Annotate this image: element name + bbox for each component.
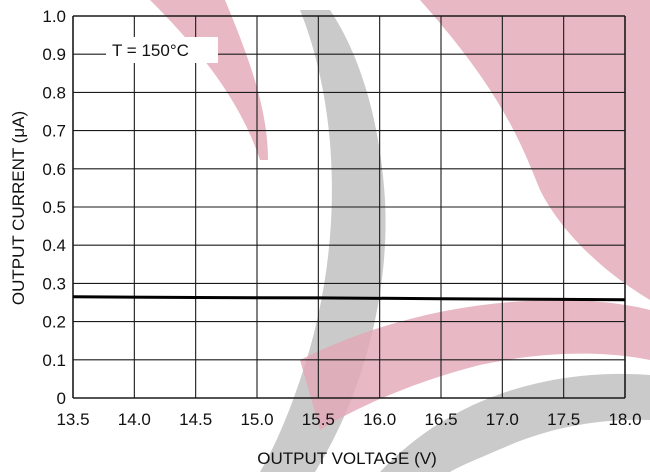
y-tick-label: 0.2 [42,313,66,332]
y-tick-label: 0.9 [42,45,66,64]
y-tick-label: 1.0 [42,7,66,26]
watermark-red-stroke-bottom [300,300,650,430]
x-tick-label: 14.5 [179,410,212,429]
y-tick-label: 0.3 [42,274,66,293]
y-tick-labels: 0 0.1 0.2 0.3 0.4 0.5 0.6 0.7 0.8 0.9 1.0 [42,7,66,408]
x-tick-label: 17.5 [547,410,580,429]
y-tick-label: 0.5 [42,198,66,217]
y-axis-title: OUTPUT CURRENT (μA) [9,111,28,305]
x-tick-label: 13.5 [56,410,89,429]
x-tick-labels: 13.5 14.0 14.5 15.0 15.5 16.0 16.5 17.0 17.5 18.0 [56,410,641,429]
y-tick-label: 0.6 [42,160,66,179]
watermark-red-stroke-right [420,0,650,300]
annotation-background [106,37,218,63]
x-tick-label: 16.5 [424,410,457,429]
x-tick-label: 17.0 [486,410,519,429]
x-tick-label: 14.0 [118,410,151,429]
y-tick-label: 0.7 [42,122,66,141]
x-tick-label: 16.0 [363,410,396,429]
x-tick-label: 18.0 [608,410,641,429]
watermark-logo [150,0,650,472]
y-tick-label: 0 [57,389,66,408]
y-tick-label: 0.8 [42,83,66,102]
series-line [72,295,626,302]
x-axis-title: OUTPUT VOLTAGE (V) [257,449,436,468]
x-tick-label: 15.0 [240,410,273,429]
watermark-red-stroke-left [150,0,268,160]
annotation-group: T = 150°C [106,37,218,63]
x-tick-label: 15.5 [302,410,335,429]
y-tick-label: 0.4 [42,236,66,255]
series-group [72,295,626,302]
temperature-annotation: T = 150°C [112,41,189,60]
y-tick-label: 0.1 [42,351,66,370]
